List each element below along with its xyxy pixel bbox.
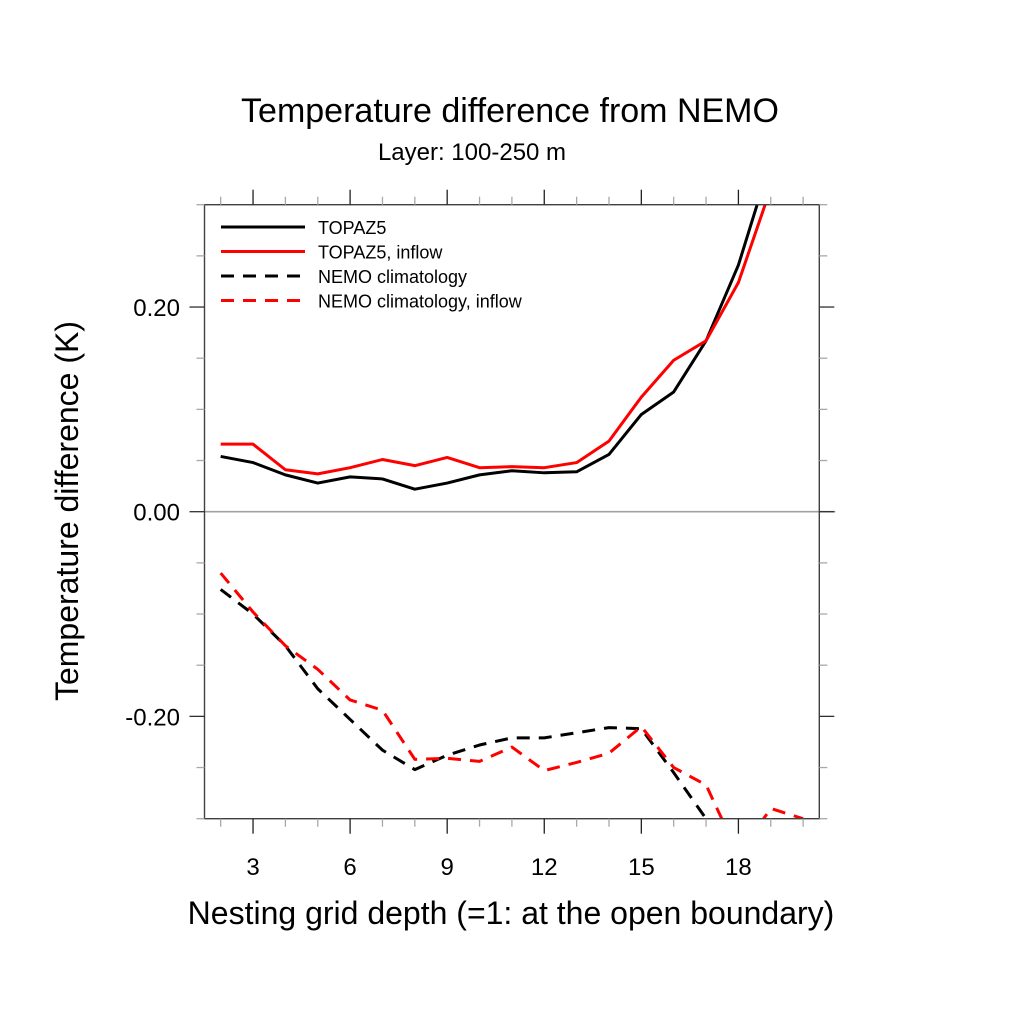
chart-subtitle: Layer: 100-250 m [378,139,566,166]
legend: TOPAZ5 TOPAZ5, inflow NEMO climatology NEMO… [221,218,523,312]
x-tick-label: 15 [628,854,655,881]
series-line-1 [220,204,759,491]
y-axis-label: Temperature difference (K) [49,321,85,701]
x-tick-label: 3 [246,854,259,881]
legend-label-4: NEMO climatology, inflow [318,292,523,312]
x-tick-label: 9 [441,854,454,881]
y-tick-label: 0.00 [133,500,180,527]
x-tick-label: 18 [725,854,752,881]
legend-label-3: NEMO climatology [318,267,467,287]
chart-title: Temperature difference from NEMO [241,92,779,130]
legend-label-2: TOPAZ5, inflow [318,243,443,263]
x-tick-label: 12 [531,854,558,881]
series-line-3 [219,588,708,819]
x-axis-label: Nesting grid depth (=1: at the open boun… [188,895,835,931]
x-tick-label: 6 [343,854,356,881]
y-tick-label: -0.20 [125,704,180,731]
legend-label-1: TOPAZ5 [318,218,386,238]
y-tick-label: 0.20 [133,295,180,322]
series-line-2 [220,204,767,476]
series-line-4 [219,572,804,819]
